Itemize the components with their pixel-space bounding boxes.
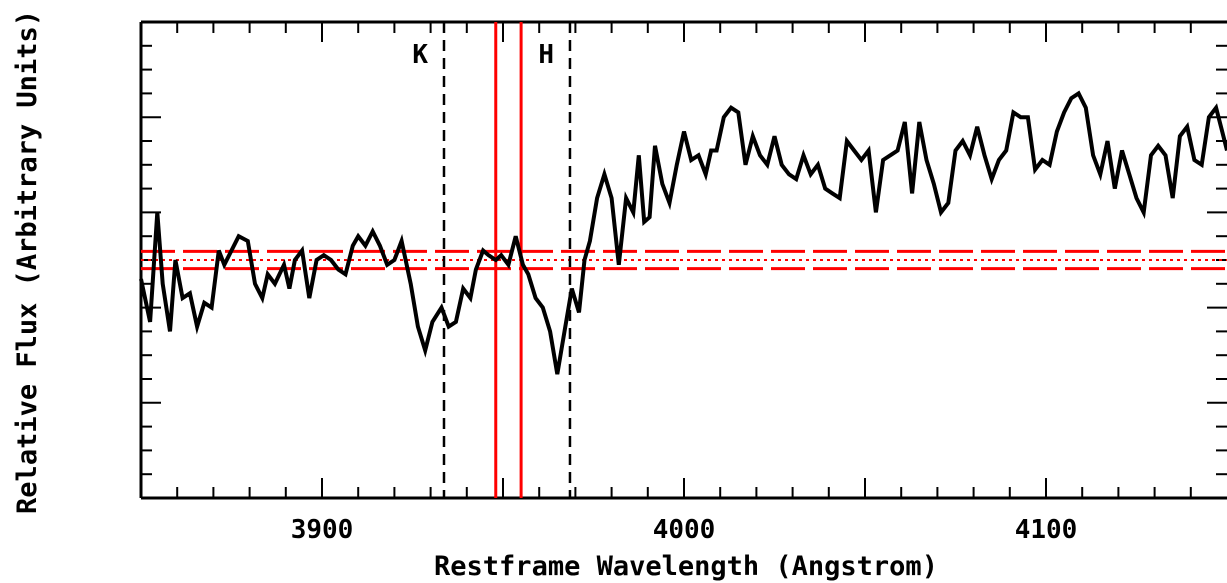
y-axis-title: Relative Flux (Arbitrary Units) bbox=[12, 10, 43, 514]
x-axis-title: Restframe Wavelength (Angstrom) bbox=[434, 551, 938, 582]
absorption-line-label: H bbox=[538, 40, 554, 70]
x-tick-label: 4000 bbox=[653, 515, 716, 545]
x-tick-label: 4100 bbox=[1015, 515, 1078, 545]
absorption-line-label: K bbox=[412, 40, 428, 70]
spectrum-line bbox=[141, 93, 1227, 374]
x-tick-label: 3900 bbox=[291, 515, 354, 545]
